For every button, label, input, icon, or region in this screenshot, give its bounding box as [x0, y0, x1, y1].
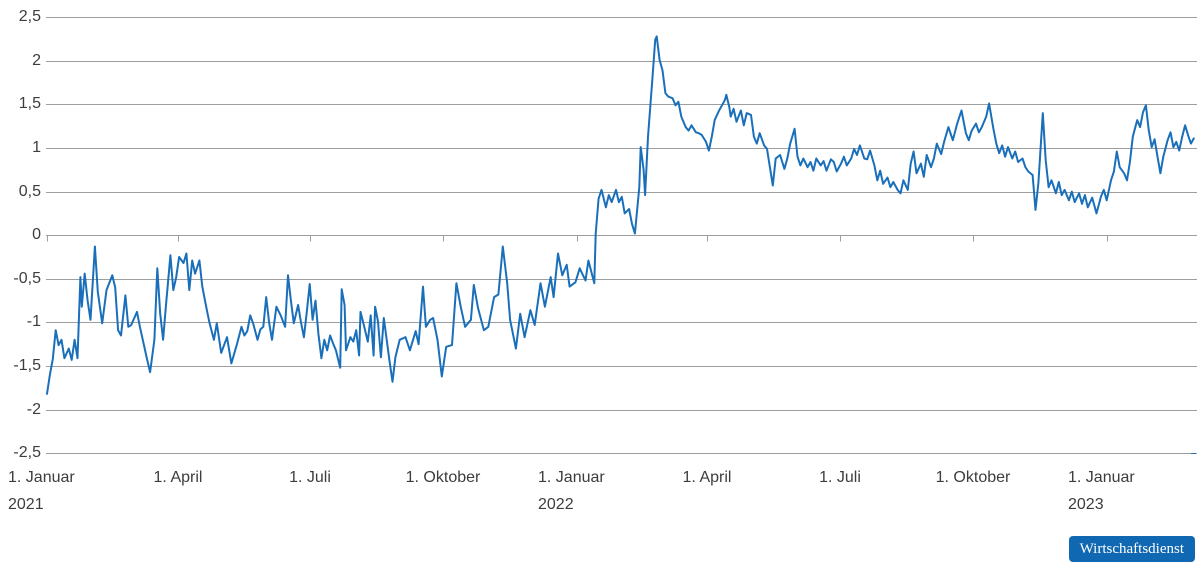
y-axis-label: 1 [32, 139, 41, 156]
x-axis-label-year: 2022 [538, 496, 574, 513]
x-axis-label-year: 2021 [8, 496, 44, 513]
series-line [46, 35, 1195, 395]
y-axis-label: -1,5 [13, 357, 41, 374]
x-axis-label-date: 1. Januar [1068, 469, 1135, 486]
y-axis-label: 2,5 [18, 8, 41, 25]
x-axis-label: 1. Oktober [935, 469, 1011, 486]
x-axis-label: 1. Januar 2022 [538, 464, 658, 518]
y-axis-label: -2 [26, 401, 41, 418]
x-axis-label: 1. April [682, 469, 732, 486]
x-axis-label: 1. Juli [289, 469, 331, 486]
x-axis-label: 1. April [153, 469, 203, 486]
gridlines [46, 17, 1197, 454]
x-axis-label: 1. Juli [819, 469, 861, 486]
x-axis-label-date: 1. Januar [538, 469, 605, 486]
wirtschaftsdienst-badge[interactable]: Wirtschaftsdienst [1068, 536, 1195, 562]
y-axis-label: 0,5 [18, 183, 41, 200]
y-axis-label: 1,5 [18, 95, 41, 112]
y-axis-label: 0 [32, 226, 41, 243]
y-axis-label: -0,5 [13, 270, 41, 287]
y-axis-label: -1 [26, 313, 41, 330]
x-axis-label: 1. Oktober [405, 469, 481, 486]
series-polyline [46, 35, 1195, 395]
x-axis-ticks [47, 235, 1108, 242]
y-axis-label: -2,5 [13, 444, 41, 461]
y-axis-label: 2 [32, 52, 41, 69]
x-axis-label: 1. Januar 2023 [1068, 464, 1188, 518]
x-axis-label-year: 2023 [1068, 496, 1104, 513]
x-axis-label: 1. Januar 2021 [8, 464, 128, 518]
x-axis-label-date: 1. Januar [8, 469, 75, 486]
